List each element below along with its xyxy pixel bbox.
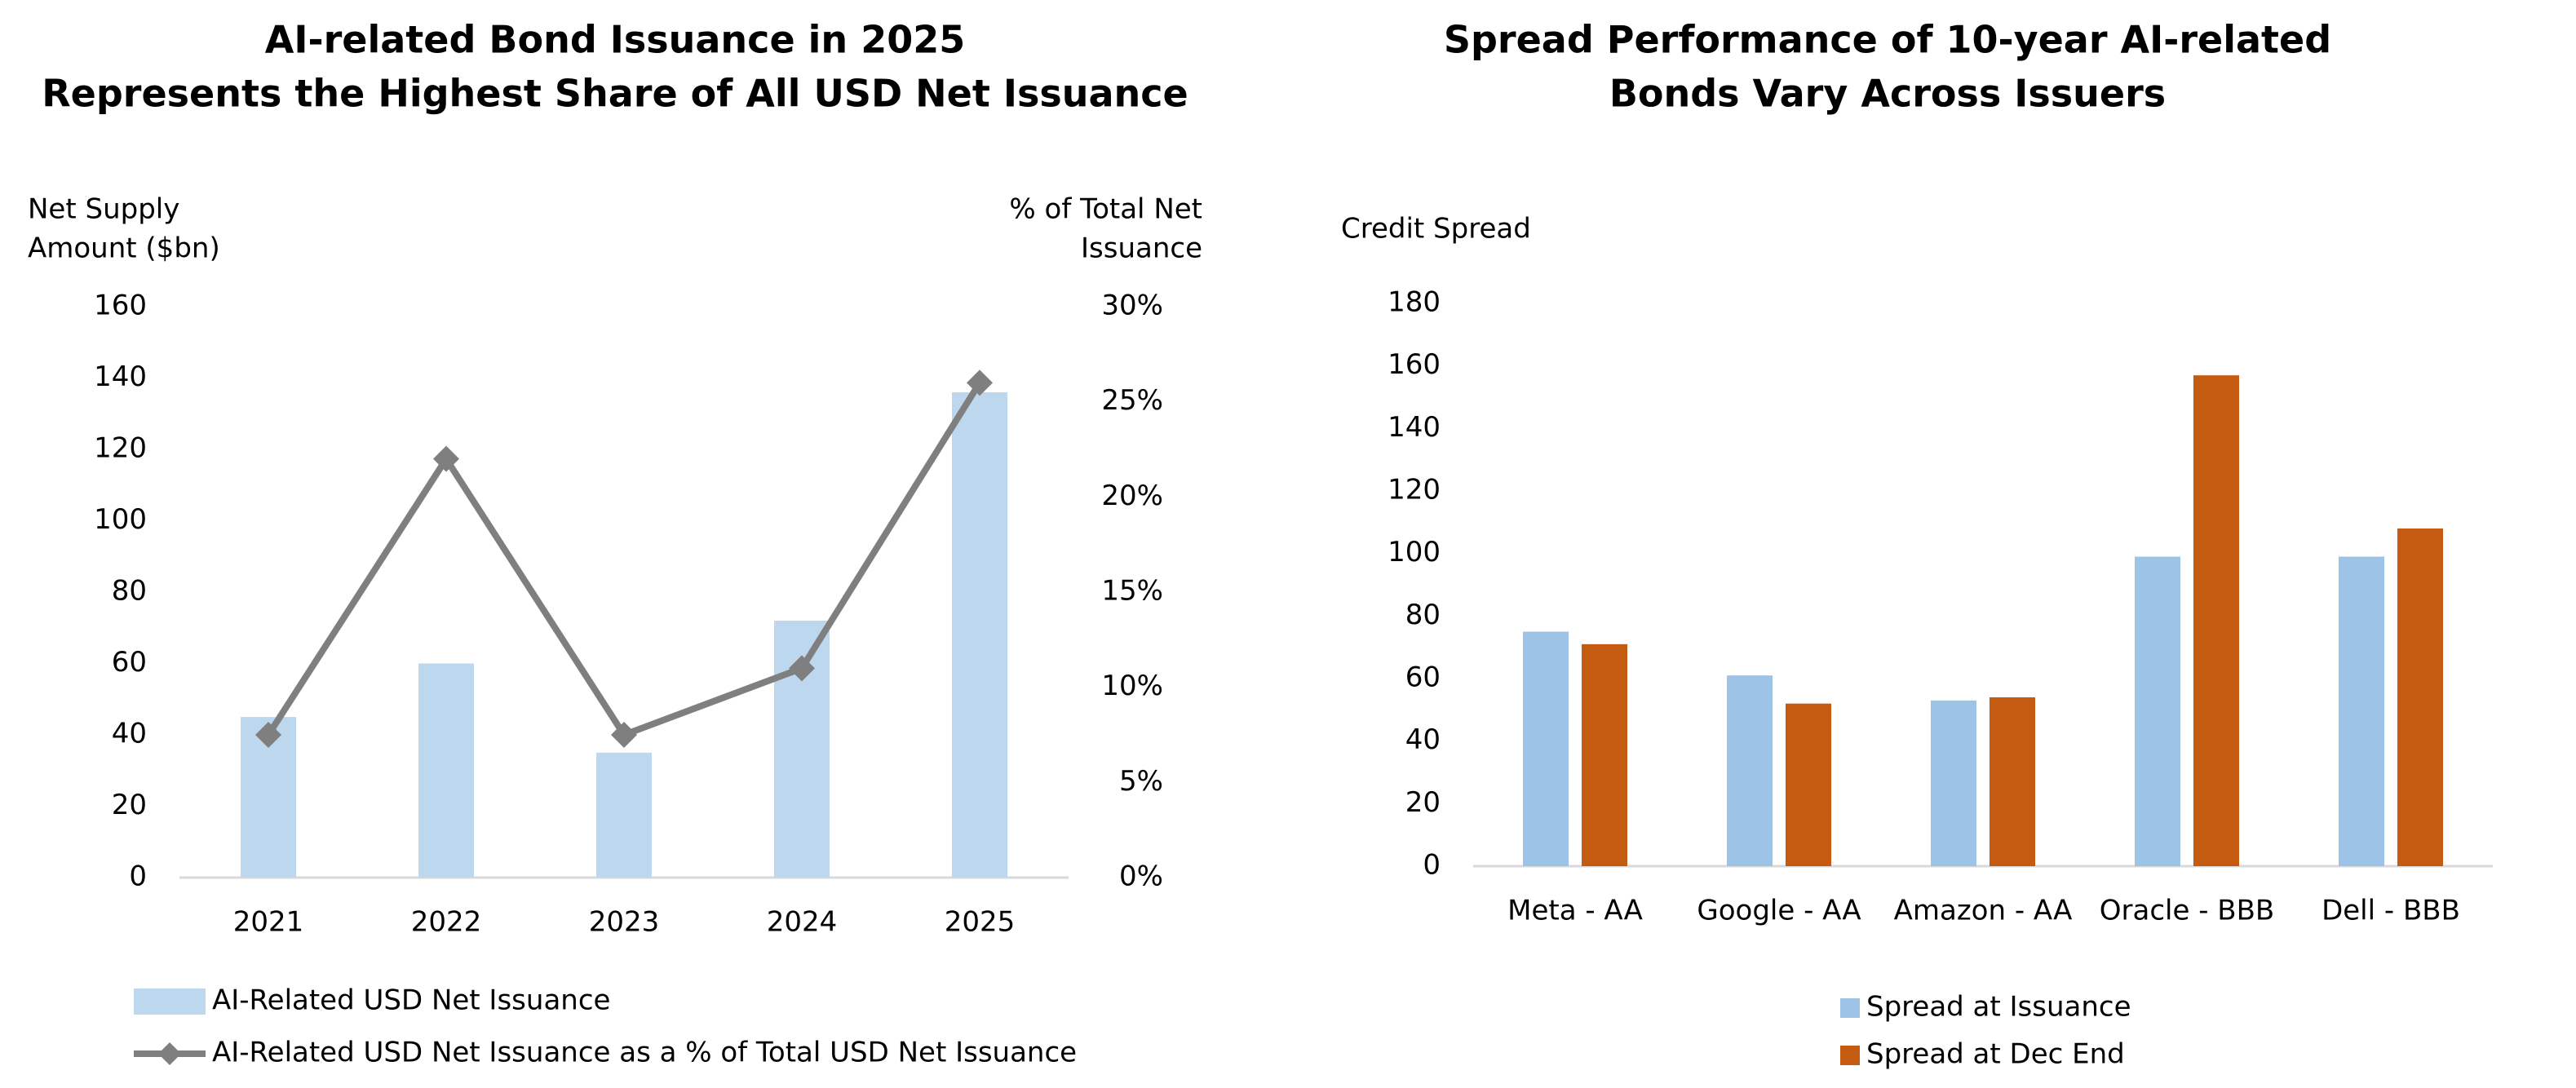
x-tick-label: 2023 [589, 906, 660, 939]
bar [2193, 375, 2239, 867]
y-tick-label: 0 [129, 860, 147, 893]
y-tick-label: 140 [94, 360, 147, 393]
y2-axis-title: % of Total Net [1009, 193, 1202, 226]
y-tick-label: 60 [1405, 661, 1441, 694]
y-tick-label: 80 [112, 575, 147, 608]
bar [1727, 675, 1773, 866]
y-axis-title: Amount ($bn) [28, 232, 220, 265]
x-tick-label: 2025 [945, 906, 1016, 939]
y-tick-label: 140 [1388, 411, 1441, 444]
y2-tick-label: 30% [1101, 290, 1163, 322]
bar [596, 752, 652, 878]
bar [2397, 529, 2443, 866]
y-tick-label: 40 [1405, 723, 1441, 756]
y-axis-title: Net Supply [28, 193, 179, 226]
x-tick-label: 2024 [767, 906, 838, 939]
legend-marker [158, 1042, 181, 1065]
x-tick-label: 2021 [233, 906, 304, 939]
legend-swatch [1840, 1046, 1860, 1065]
y-tick-label: 20 [112, 789, 147, 821]
legend-label: AI-Related USD Net Issuance as a % of To… [212, 1037, 1077, 1069]
bar [1582, 644, 1627, 866]
line-marker [789, 655, 815, 682]
bar [952, 392, 1007, 878]
y-tick-label: 100 [1388, 536, 1441, 568]
legend-swatch [134, 988, 206, 1015]
line-marker [433, 445, 459, 472]
y-tick-label: 120 [94, 432, 147, 465]
y-tick-label: 180 [1388, 286, 1441, 319]
x-tick-label: Amazon - AA [1894, 895, 2073, 927]
bar [2135, 556, 2180, 866]
legend-label: Spread at Issuance [1866, 991, 2131, 1024]
bar [1990, 697, 2035, 866]
legend-label: AI-Related USD Net Issuance [212, 984, 610, 1017]
y2-axis-title: Issuance [1081, 232, 1202, 265]
x-tick-label: Meta - AA [1507, 895, 1643, 927]
y2-tick-label: 25% [1101, 384, 1163, 417]
y2-tick-label: 10% [1101, 670, 1163, 702]
y-tick-label: 160 [1388, 348, 1441, 381]
y2-tick-label: 20% [1101, 480, 1163, 512]
bar [1523, 631, 1569, 866]
bar [1786, 703, 1831, 866]
chart-title: Spread Performance of 10-year AI-related [1444, 18, 2331, 62]
chart-title: Represents the Highest Share of All USD … [42, 72, 1188, 116]
bar [1931, 700, 1976, 866]
y-tick-label: 100 [94, 503, 147, 536]
x-tick-label: Google - AA [1697, 895, 1861, 927]
bar [2339, 556, 2384, 866]
y-tick-label: 120 [1388, 474, 1441, 506]
x-tick-label: 2022 [411, 906, 482, 939]
legend-label: Spread at Dec End [1866, 1038, 2125, 1071]
y2-tick-label: 15% [1101, 575, 1163, 608]
y-tick-label: 20 [1405, 786, 1441, 819]
y-tick-label: 80 [1405, 599, 1441, 631]
y-axis-title: Credit Spread [1341, 213, 1531, 245]
line-marker [255, 722, 281, 748]
legend-swatch [1840, 998, 1860, 1018]
y-tick-label: 0 [1423, 849, 1441, 882]
line-marker [967, 369, 993, 396]
bar [418, 663, 474, 878]
y-tick-label: 40 [112, 718, 147, 750]
x-tick-label: Dell - BBB [2321, 895, 2460, 927]
y2-tick-label: 5% [1119, 765, 1163, 798]
chart-title: Bonds Vary Across Issuers [1609, 72, 2166, 116]
x-tick-label: Oracle - BBB [2100, 895, 2275, 927]
line [265, 381, 983, 739]
chart-title: AI-related Bond Issuance in 2025 [265, 18, 965, 62]
y-tick-label: 60 [112, 646, 147, 679]
y-tick-label: 160 [94, 290, 147, 322]
y2-tick-label: 0% [1119, 860, 1163, 893]
line-marker [611, 722, 637, 748]
